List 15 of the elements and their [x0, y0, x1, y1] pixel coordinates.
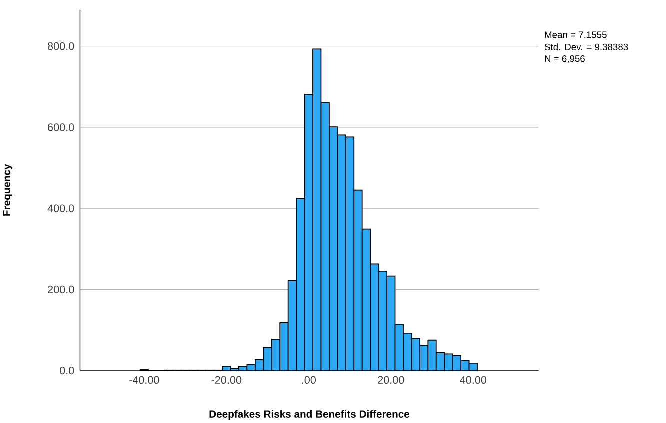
y-tick-label: 800.0	[48, 42, 74, 50]
text: Mean = 7.1555	[545, 32, 607, 38]
y-tick-label: 400.0	[48, 204, 74, 212]
x-tick-label: -20.00	[212, 376, 242, 384]
y-tick-label: 600.0	[48, 123, 74, 132]
y-tick-label: 200.0	[48, 286, 74, 294]
text: N = 6,956	[545, 55, 585, 64]
x-tick-label: 40.00	[460, 376, 487, 384]
x-tick-label: 20.00	[378, 376, 404, 384]
x-tick-label: .00	[302, 376, 316, 384]
x-tick-label: -40.00	[129, 376, 160, 384]
y-tick-label: 0.0	[60, 366, 74, 374]
x-axis-title: Deepfakes Risks and Benefits Difference	[210, 410, 410, 420]
y-axis-title: Frequency	[3, 164, 13, 216]
text: Std. Dev. = 9.38383	[544, 43, 628, 50]
